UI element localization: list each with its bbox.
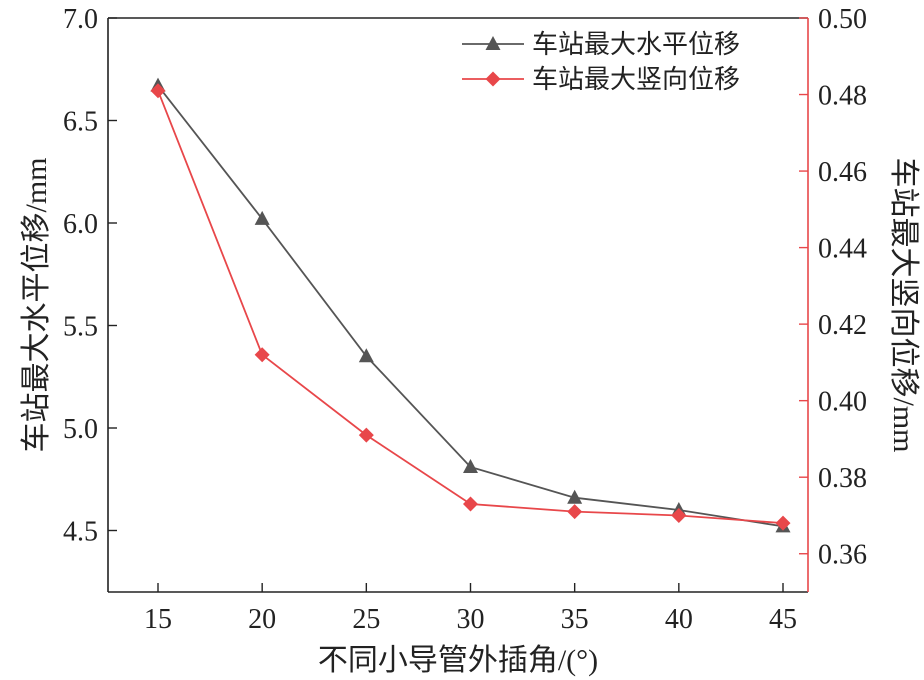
right-y-axis: 0.36 0.38 0.40 0.42 0.44 0.46 0.48 0.50: [799, 4, 867, 571]
data-point-diamond: [567, 504, 583, 520]
right-tick-label: 0.42: [818, 310, 867, 341]
x-tick-label: 30: [457, 604, 485, 635]
right-tick-label: 0.44: [818, 234, 867, 265]
left-tick-label: 4.5: [63, 517, 98, 548]
data-point-triangle: [358, 348, 374, 363]
legend-marker-triangle: [485, 36, 501, 50]
series-layer: [150, 77, 791, 533]
legend-item-vertical: 车站最大竖向位移: [462, 65, 740, 94]
data-point-diamond: [358, 427, 374, 443]
plot-frame: [107, 17, 809, 593]
legend-item-horizontal: 车站最大水平位移: [462, 30, 740, 59]
legend-label-vertical: 车站最大竖向位移: [532, 65, 740, 94]
right-tick-label: 0.50: [818, 4, 867, 35]
x-tick-label: 20: [248, 604, 276, 635]
left-tick-label: 5.5: [63, 312, 98, 343]
legend-marker-diamond: [485, 71, 501, 87]
right-tick-label: 0.46: [818, 157, 867, 188]
data-point-triangle: [463, 458, 478, 473]
x-tick-label: 15: [144, 604, 172, 635]
right-tick-label: 0.36: [818, 540, 867, 571]
legend: 车站最大水平位移 车站最大竖向位移: [462, 30, 740, 94]
x-axis: 15 20 25 30 35 40 45: [144, 583, 797, 635]
x-tick-label: 45: [769, 604, 797, 635]
data-point-triangle: [254, 210, 270, 225]
left-y-axis-title: 车站最大水平位移/mm: [20, 157, 53, 452]
data-point-diamond: [254, 347, 270, 363]
data-point-diamond: [775, 515, 791, 531]
x-tick-label: 35: [561, 604, 589, 635]
right-y-axis-title: 车站最大竖向位移/mm: [887, 157, 920, 452]
legend-label-horizontal: 车站最大水平位移: [532, 30, 740, 59]
right-tick-label: 0.40: [818, 387, 867, 418]
data-point-diamond: [150, 83, 166, 99]
left-tick-label: 7.0: [63, 4, 98, 35]
left-y-axis: 4.5 5.0 5.5 6.0 6.5 7.0: [63, 4, 117, 548]
right-tick-label: 0.38: [818, 463, 867, 494]
x-axis-title: 不同小导管外插角/(°): [318, 644, 598, 677]
right-tick-label: 0.48: [818, 81, 867, 112]
data-point-diamond: [671, 507, 687, 523]
left-tick-label: 6.5: [63, 107, 98, 138]
left-tick-label: 5.0: [63, 414, 98, 445]
data-point-diamond: [463, 496, 478, 512]
series-line-vertical: [157, 90, 784, 525]
x-tick-label: 25: [352, 604, 380, 635]
data-point-triangle: [567, 489, 583, 504]
left-tick-label: 6.0: [63, 209, 98, 240]
x-tick-label: 40: [665, 604, 693, 635]
